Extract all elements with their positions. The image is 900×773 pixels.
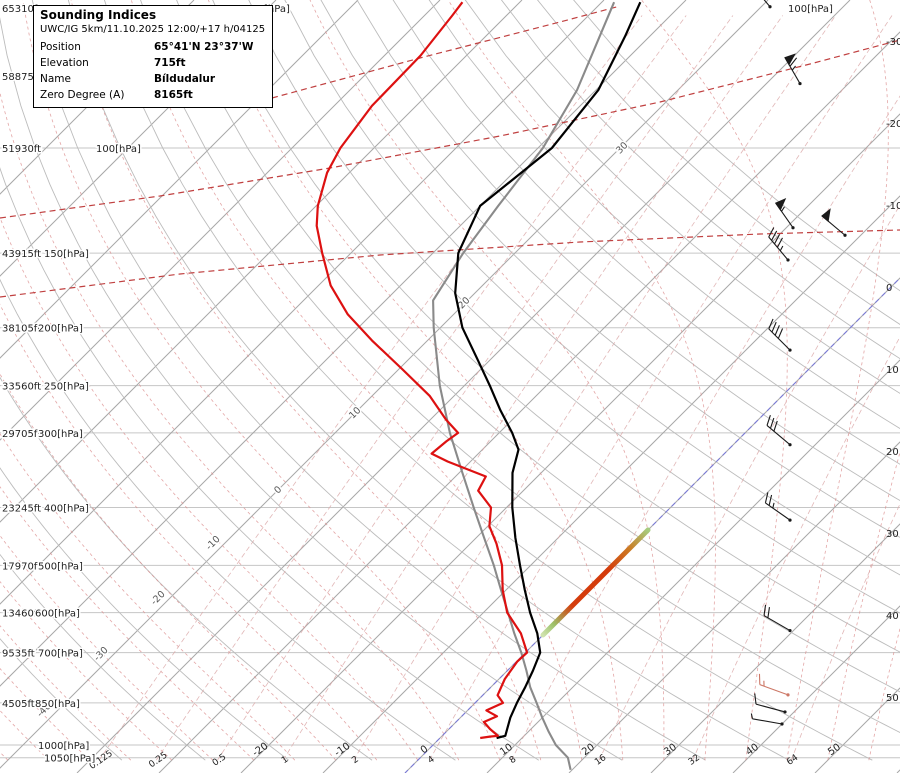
svg-text:30: 30 xyxy=(662,742,679,758)
svg-text:850[hPa]: 850[hPa] xyxy=(35,699,80,710)
wind-barb xyxy=(768,318,792,352)
altitude-labels: 65310ft 58875ft 51930ft 43915ft 38105ft 33560… xyxy=(1,3,43,712)
freezing-level-highlight xyxy=(540,527,651,638)
svg-text:150[hPa]: 150[hPa] xyxy=(44,249,89,260)
wind-barb xyxy=(764,492,792,522)
svg-text:23245ft: 23245ft xyxy=(2,503,41,514)
svg-text:300[hPa]: 300[hPa] xyxy=(38,429,83,440)
svg-text:600[hPa]: 600[hPa] xyxy=(35,609,80,620)
sounding-indices-panel: Sounding Indices UWC/IG 5km/11.10.2025 1… xyxy=(33,5,273,108)
panel-title: Sounding Indices xyxy=(40,8,157,22)
svg-text:4: 4 xyxy=(426,754,437,766)
panel-row-elevation: Elevation 715ft xyxy=(40,55,266,71)
wind-barb xyxy=(758,673,790,697)
wind-barb xyxy=(768,227,790,262)
svg-text:200[hPa]: 200[hPa] xyxy=(38,324,83,335)
svg-text:-20: -20 xyxy=(149,589,168,608)
svg-text:2: 2 xyxy=(350,755,360,766)
row-value: Bíldudalur xyxy=(154,73,216,85)
svg-text:250[hPa]: 250[hPa] xyxy=(44,382,89,393)
row-label: Position xyxy=(40,41,81,53)
wind-barb xyxy=(754,693,787,714)
svg-text:40: 40 xyxy=(886,611,899,622)
svg-text:64: 64 xyxy=(785,753,800,768)
right-axis-temperature-labels: -30 -20 -10 0 10 20 30 40 50 xyxy=(886,37,900,704)
model-run-info: UWC/IG 5km/11.10.2025 12:00/+17 h/04125 xyxy=(40,24,266,35)
svg-text:32: 32 xyxy=(687,753,702,768)
svg-text:400[hPa]: 400[hPa] xyxy=(44,503,89,514)
svg-text:38105ft: 38105ft xyxy=(2,324,41,335)
svg-text:9535ft: 9535ft xyxy=(2,649,35,660)
svg-text:50: 50 xyxy=(886,693,899,704)
svg-text:20: 20 xyxy=(580,742,597,758)
svg-text:0.25: 0.25 xyxy=(147,751,169,771)
wind-barb xyxy=(763,0,772,9)
svg-text:16: 16 xyxy=(593,753,608,768)
svg-text:0: 0 xyxy=(419,744,431,757)
svg-text:30: 30 xyxy=(614,140,630,156)
svg-text:33560ft: 33560ft xyxy=(2,382,41,393)
isobar-grid xyxy=(0,147,900,759)
panel-row-position: Position 65°41'N 23°37'W xyxy=(40,39,266,55)
row-value: 715ft xyxy=(154,57,186,69)
svg-text:-10: -10 xyxy=(204,534,223,553)
svg-text:51930ft: 51930ft xyxy=(2,144,41,155)
svg-text:8: 8 xyxy=(508,754,519,766)
wind-barbs xyxy=(750,0,847,726)
svg-text:65310ft: 65310ft xyxy=(2,4,41,15)
svg-text:10: 10 xyxy=(886,365,899,376)
bottom-axis-temperature-labels: -20 -10 0 10 20 30 40 50 xyxy=(251,741,843,759)
wind-barb xyxy=(821,208,847,237)
svg-text:-10: -10 xyxy=(886,201,900,212)
parcel-curve xyxy=(432,1,616,771)
svg-text:500[hPa]: 500[hPa] xyxy=(38,561,83,572)
svg-text:0: 0 xyxy=(886,283,892,294)
svg-text:1000[hPa]: 1000[hPa] xyxy=(38,741,89,752)
sounding-curves xyxy=(315,1,642,771)
panel-row-name: Name Bíldudalur xyxy=(40,71,266,87)
wind-barb xyxy=(774,197,795,230)
row-value: 65°41'N 23°37'W xyxy=(154,41,254,53)
svg-text:-30: -30 xyxy=(886,37,900,48)
wind-barb xyxy=(784,53,802,86)
svg-text:-20: -20 xyxy=(886,119,900,130)
svg-text:100[hPa]: 100[hPa] xyxy=(788,4,833,15)
svg-text:1050[hPa]: 1050[hPa] xyxy=(44,754,95,765)
svg-text:58875ft: 58875ft xyxy=(2,72,41,83)
row-label: Name xyxy=(40,73,71,85)
upper-dashed-guides xyxy=(0,5,900,298)
wind-barb xyxy=(750,713,784,726)
temperature-curve xyxy=(454,1,642,740)
svg-text:700[hPa]: 700[hPa] xyxy=(38,649,83,660)
zero-isotherm xyxy=(404,277,900,773)
row-value: 8165ft xyxy=(154,89,193,101)
wind-barb xyxy=(766,415,792,447)
svg-text:29705ft: 29705ft xyxy=(2,429,41,440)
dewpoint-curve xyxy=(315,1,529,740)
row-label: Elevation xyxy=(40,57,89,69)
svg-text:100[hPa]: 100[hPa] xyxy=(96,144,141,155)
mixing-ratio-lines xyxy=(98,15,900,761)
row-label: Zero Degree (A) xyxy=(40,89,125,101)
svg-text:40: 40 xyxy=(744,742,761,758)
svg-text:30: 30 xyxy=(886,529,899,540)
svg-text:17970ft: 17970ft xyxy=(2,561,41,572)
svg-text:4505ft: 4505ft xyxy=(2,699,35,710)
svg-text:13460ft: 13460ft xyxy=(2,609,41,620)
panel-row-zero-degree: Zero Degree (A) 8165ft xyxy=(40,87,266,103)
svg-text:0.5: 0.5 xyxy=(211,752,228,768)
pressure-labels: 100[hPa] 150[hPa] 200[hPa] 250[hPa] 300[hPa]… xyxy=(34,143,143,767)
svg-text:43915ft: 43915ft xyxy=(2,249,41,260)
svg-text:20: 20 xyxy=(886,447,899,458)
wind-barb xyxy=(763,604,792,633)
svg-text:1: 1 xyxy=(280,755,290,766)
